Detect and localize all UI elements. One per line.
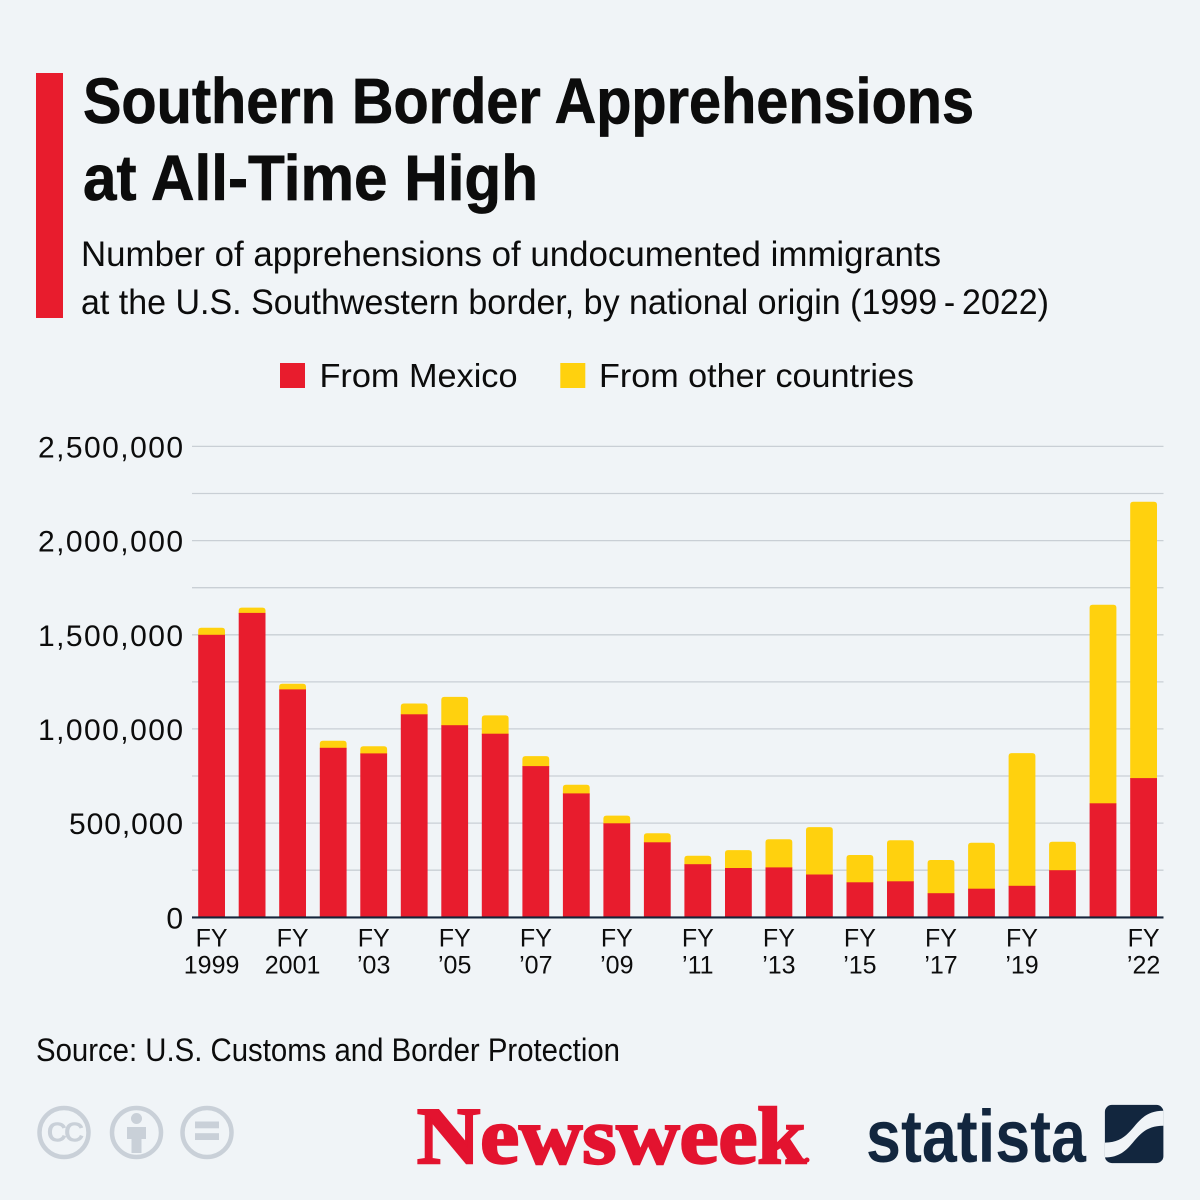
svg-text:’09: ’09 xyxy=(600,952,633,980)
svg-text:FY: FY xyxy=(277,925,309,953)
svg-text:FY: FY xyxy=(358,925,390,953)
svg-text:’11: ’11 xyxy=(682,952,714,980)
svg-text:’22: ’22 xyxy=(1127,952,1160,980)
svg-text:FY: FY xyxy=(1128,925,1160,953)
svg-text:FY: FY xyxy=(196,925,228,953)
svg-text:’05: ’05 xyxy=(438,952,471,980)
svg-text:at the U.S. Southwestern borde: at the U.S. Southwestern border, by nati… xyxy=(81,283,1049,322)
svg-text:Number of apprehensions of und: Number of apprehensions of undocumented … xyxy=(81,235,941,274)
svg-text:’03: ’03 xyxy=(357,952,390,980)
svg-text:2,500,000: 2,500,000 xyxy=(38,431,183,464)
svg-text:2,000,000: 2,000,000 xyxy=(38,526,183,559)
svg-text:CC: CC xyxy=(47,1117,84,1148)
svg-text:1999: 1999 xyxy=(184,952,240,980)
svg-text:FY: FY xyxy=(844,925,876,953)
svg-text:2001: 2001 xyxy=(265,952,321,980)
svg-text:’17: ’17 xyxy=(924,952,957,980)
svg-text:FY: FY xyxy=(520,925,552,953)
svg-text:FY: FY xyxy=(439,925,471,953)
svg-text:FY: FY xyxy=(1006,925,1038,953)
svg-text:0: 0 xyxy=(166,902,183,935)
svg-text:FY: FY xyxy=(925,925,957,953)
svg-text:500,000: 500,000 xyxy=(69,808,183,841)
svg-text:1,500,000: 1,500,000 xyxy=(38,620,183,653)
svg-text:Source: U.S. Customs and Borde: Source: U.S. Customs and Border Protecti… xyxy=(36,1032,620,1068)
svg-text:From other countries: From other countries xyxy=(599,357,914,394)
svg-text:at All-Time High: at All-Time High xyxy=(83,142,538,214)
svg-text:From Mexico: From Mexico xyxy=(320,357,518,394)
svg-text:’07: ’07 xyxy=(519,952,552,980)
svg-text:statista: statista xyxy=(866,1095,1087,1178)
svg-text:1,000,000: 1,000,000 xyxy=(38,714,183,747)
svg-text:Southern Border Apprehensions: Southern Border Apprehensions xyxy=(83,65,974,137)
svg-text:’13: ’13 xyxy=(762,952,795,980)
svg-text:Newsweek: Newsweek xyxy=(417,1093,807,1181)
svg-text:’15: ’15 xyxy=(843,952,876,980)
svg-text:FY: FY xyxy=(682,925,714,953)
svg-text:FY: FY xyxy=(763,925,795,953)
svg-text:FY: FY xyxy=(601,925,633,953)
svg-text:’19: ’19 xyxy=(1005,952,1038,980)
